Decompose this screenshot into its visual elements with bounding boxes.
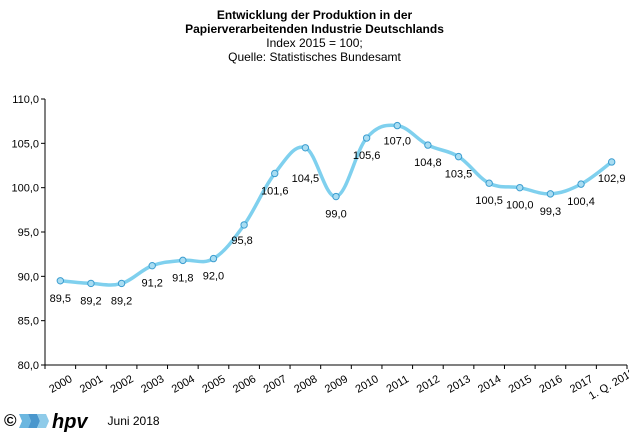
x-tick-label-line: 2010 <box>354 373 381 396</box>
x-tick-label: 2005 <box>200 373 227 396</box>
x-tick-label: 2003 <box>139 373 166 396</box>
chart-series <box>56 121 616 288</box>
data-point <box>179 256 187 265</box>
x-tick-label-line: 2003 <box>139 373 166 396</box>
x-tick-label: 2000 <box>47 373 74 396</box>
data-label: 89,2 <box>111 295 132 307</box>
data-label: 105,6 <box>353 150 381 162</box>
x-tick-label: 2008 <box>292 373 319 396</box>
y-tick-label: 105,0 <box>11 138 39 150</box>
data-point <box>607 158 616 166</box>
data-label: 89,2 <box>80 295 101 307</box>
data-label: 92,0 <box>203 271 224 283</box>
x-tick-label: 2012 <box>415 373 442 396</box>
data-point <box>577 180 585 188</box>
hpv-logo: hpv <box>18 411 89 432</box>
x-tick-label-line: 2001 <box>78 373 105 396</box>
data-label: 91,2 <box>141 278 162 290</box>
data-point <box>454 152 463 161</box>
x-tick-label: 2014 <box>476 373 503 396</box>
data-label: 100,0 <box>506 200 534 212</box>
x-tick-label-line: 2009 <box>323 373 350 396</box>
x-tick-label: 2001 <box>78 373 105 396</box>
data-label: 91,8 <box>172 272 193 284</box>
data-point <box>393 121 401 130</box>
data-label: 104,5 <box>292 173 320 185</box>
x-tick-label: 2002 <box>108 373 135 396</box>
copyright-symbol: © <box>4 411 17 430</box>
data-label: 89,5 <box>50 293 71 305</box>
logo-text: hpv <box>52 411 89 432</box>
y-tick-label: 85,0 <box>18 316 39 328</box>
data-point <box>87 279 95 288</box>
data-point <box>271 169 279 178</box>
x-tick-label-line: 2014 <box>476 373 503 396</box>
data-point <box>301 144 310 152</box>
data-label: 99,0 <box>325 209 346 221</box>
data-label: 100,4 <box>567 196 595 208</box>
data-label: 102,9 <box>598 173 626 185</box>
data-point <box>148 261 156 270</box>
x-tick-label: 2006 <box>231 373 258 396</box>
data-point <box>362 134 371 142</box>
x-tick-label-line: 2012 <box>415 373 442 396</box>
x-tick-label: 2016 <box>537 373 564 396</box>
data-label: 107,0 <box>383 136 411 148</box>
x-tick-label-line: 2000 <box>47 373 74 396</box>
footer: © hpv Juni 2018 <box>4 409 160 433</box>
x-tick-label-line: 2016 <box>537 373 564 396</box>
data-point <box>424 141 432 149</box>
x-tick-label: 2013 <box>445 373 472 396</box>
data-point <box>516 183 524 192</box>
data-label: 101,6 <box>261 185 289 197</box>
data-point <box>240 221 248 229</box>
logo-chevron-icon <box>18 414 49 428</box>
x-tick-label-line: 2004 <box>170 373 197 396</box>
data-label: 99,3 <box>540 206 561 218</box>
y-tick-label: 95,0 <box>18 227 39 239</box>
data-point <box>56 277 65 285</box>
chart-subtitle-line-2: Quelle: Statistisches Bundesamt <box>228 50 401 64</box>
data-point <box>209 254 218 263</box>
data-point <box>332 192 340 201</box>
y-tick-label: 100,0 <box>11 183 39 195</box>
data-label: 95,8 <box>231 235 252 247</box>
x-tick-label-line: 2005 <box>200 373 227 396</box>
x-tick-label-line: 2008 <box>292 373 319 396</box>
data-point <box>546 190 555 198</box>
x-tick-label: 2015 <box>507 373 534 396</box>
x-tick-label: 2011 <box>385 373 411 395</box>
x-tick-label-line: 2015 <box>507 373 534 396</box>
chart-title-line-1: Entwicklung der Produktion in der <box>216 8 413 22</box>
x-tick-label: 2007 <box>262 373 289 396</box>
data-label: 104,8 <box>414 157 442 169</box>
x-tick-label-line: 2007 <box>262 373 289 396</box>
x-tick-label: 2010 <box>354 373 381 396</box>
data-point <box>485 179 493 187</box>
x-tick-label: 2009 <box>323 373 350 396</box>
chart-subtitle-line-1: Index 2015 = 100; <box>266 36 363 50</box>
x-tick-label-line: 2002 <box>108 373 135 396</box>
x-tick-label-line: 2011 <box>385 373 411 395</box>
x-tick-label-line: 2006 <box>231 373 258 396</box>
footer-date: Juni 2018 <box>107 414 160 428</box>
data-label: 103,5 <box>445 169 473 181</box>
y-tick-label: 90,0 <box>18 271 39 283</box>
y-tick-label: 110,0 <box>12 94 39 106</box>
data-label: 100,5 <box>475 195 503 207</box>
x-tick-label: 2004 <box>170 373 197 396</box>
chart-title-block: Entwicklung der Produktion in der Papier… <box>0 8 629 64</box>
chart-title-line-2: Papierverarbeitenden Industrie Deutschla… <box>185 22 444 36</box>
x-tick-label-line: 2013 <box>445 373 472 396</box>
y-tick-label: 80,0 <box>18 360 39 372</box>
data-point <box>117 279 126 288</box>
